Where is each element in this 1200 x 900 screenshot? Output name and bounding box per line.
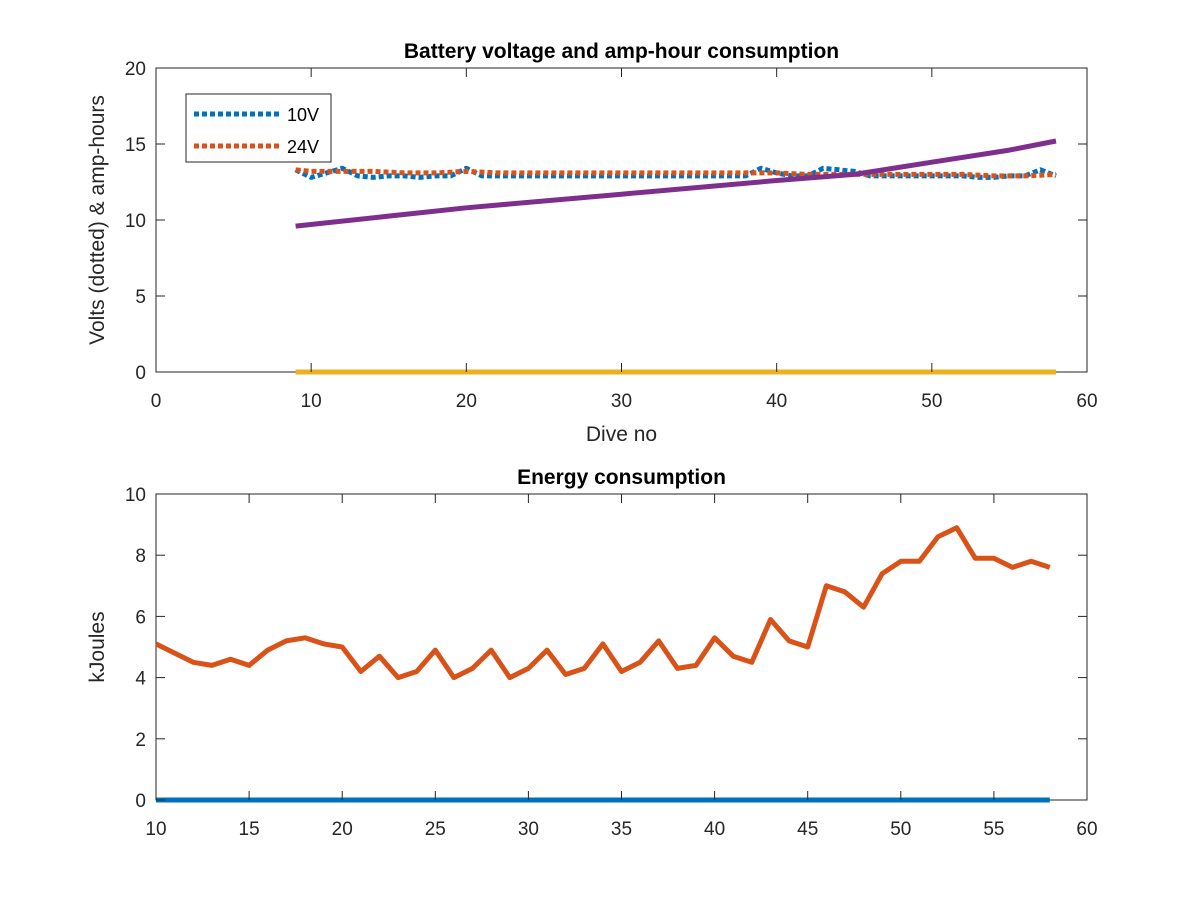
energy-plot-area — [155, 493, 1088, 801]
x-tick-label: 60 — [1076, 819, 1097, 840]
x-tick-label: 20 — [332, 819, 353, 840]
x-tick-label: 10 — [145, 819, 166, 840]
series-amp-hours-line — [295, 138, 1057, 229]
x-tick-label: 40 — [766, 391, 787, 412]
series-24v-line — [295, 167, 1057, 179]
x-tick-label: 30 — [611, 391, 632, 412]
x-tick-label: 10 — [301, 391, 322, 412]
energy-y-axis-label: kJoules — [86, 611, 109, 682]
energy-chart-title: Energy consumption — [517, 466, 726, 489]
x-tick-label: 50 — [921, 391, 942, 412]
y-tick-label: 20 — [125, 59, 146, 80]
legend-label-24v: 24V — [287, 137, 319, 157]
voltage-legend: 10V 24V — [185, 93, 332, 163]
voltage-series-group — [294, 138, 1057, 375]
x-tick-label: 0 — [151, 391, 162, 412]
x-tick-label: 20 — [456, 391, 477, 412]
series-10v-line — [294, 165, 1057, 180]
x-tick-label: 45 — [797, 819, 818, 840]
energy-ticks-group: 10 15 20 25 30 35 40 45 50 55 60 0 2 4 6 8 10 — [125, 485, 1098, 840]
energy-axes: 10 15 20 25 30 35 40 45 50 55 60 0 2 4 6 8 10 Energy con… — [86, 466, 1098, 840]
voltage-x-axis-label: Dive no — [586, 423, 657, 446]
y-tick-label: 2 — [135, 730, 146, 751]
y-tick-label: 6 — [135, 607, 146, 628]
x-tick-label: 40 — [704, 819, 725, 840]
y-tick-label: 5 — [135, 287, 146, 308]
voltage-ticks-group: 0 10 20 30 40 50 60 0 5 10 15 20 — [125, 59, 1098, 412]
y-tick-label: 10 — [125, 211, 146, 232]
x-tick-label: 55 — [983, 819, 1004, 840]
voltage-axes: 0 10 20 30 40 50 60 0 5 10 15 20 Battery voltage an… — [86, 40, 1098, 446]
y-tick-label: 0 — [135, 791, 146, 812]
y-tick-label: 15 — [125, 135, 146, 156]
x-tick-label: 60 — [1076, 391, 1097, 412]
series-energy-line — [154, 525, 1051, 681]
y-tick-label: 0 — [135, 363, 146, 384]
x-tick-label: 35 — [611, 819, 632, 840]
legend-box — [185, 93, 332, 163]
y-tick-label: 8 — [135, 546, 146, 567]
x-tick-label: 30 — [518, 819, 539, 840]
x-tick-label: 15 — [239, 819, 260, 840]
voltage-y-axis-label: Volts (dotted) & amp-hours — [86, 95, 109, 345]
x-tick-label: 25 — [425, 819, 446, 840]
voltage-chart-title: Battery voltage and amp-hour consumption — [404, 40, 839, 63]
x-tick-label: 50 — [890, 819, 911, 840]
legend-label-10v: 10V — [287, 105, 319, 125]
y-tick-label: 4 — [135, 669, 146, 690]
y-tick-label: 10 — [125, 485, 146, 506]
